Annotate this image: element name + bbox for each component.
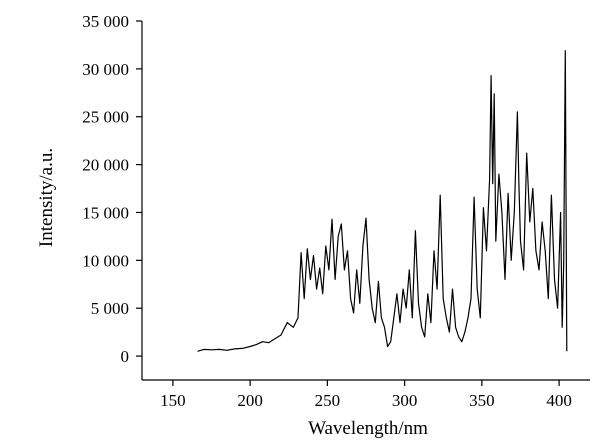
y-tick-label: 0	[121, 347, 130, 366]
series-line	[197, 50, 568, 352]
y-tick-label: 25 000	[82, 108, 129, 127]
x-tick-label: 250	[315, 391, 341, 410]
y-tick-label: 15 000	[82, 203, 129, 222]
y-tick-label: 35 000	[82, 12, 129, 31]
x-tick-label: 300	[392, 391, 418, 410]
tick-layer: 0 5 000 10 000 15 000 20 000 25 000 30 000 35 0…	[82, 12, 572, 410]
x-tick-label: 400	[546, 391, 572, 410]
x-axis-title: Wavelength/nm	[308, 418, 428, 439]
x-tick-label: 350	[469, 391, 495, 410]
x-tick-label: 200	[237, 391, 263, 410]
y-axis-title: Intensity/a.u.	[36, 148, 57, 247]
y-tick-label: 20 000	[82, 156, 129, 175]
x-tick-label: 150	[160, 391, 186, 410]
y-tick-label: 30 000	[82, 60, 129, 79]
y-tick-label: 5 000	[91, 299, 129, 318]
y-tick-label: 10 000	[82, 251, 129, 270]
